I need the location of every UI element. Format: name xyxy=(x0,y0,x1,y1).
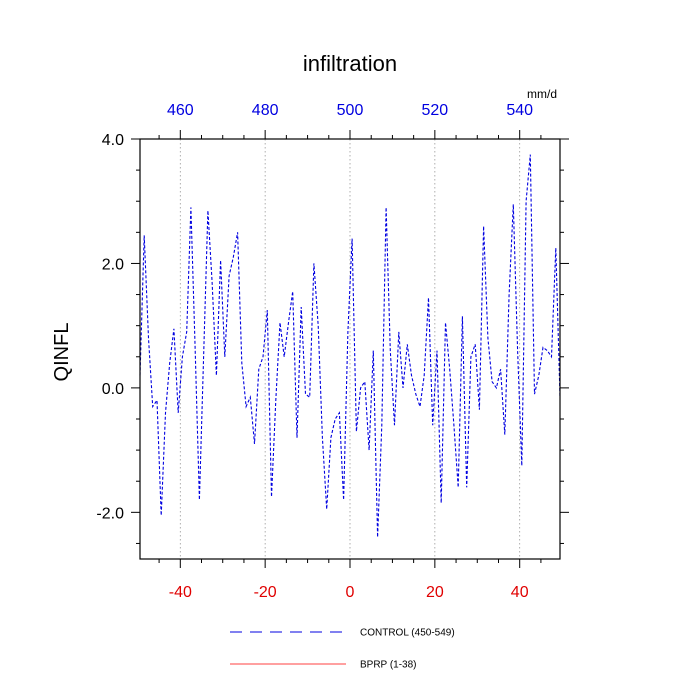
bottom-tick-label: -40 xyxy=(169,584,192,601)
chart-title: infiltration xyxy=(303,51,397,76)
top-tick-label: 460 xyxy=(167,102,194,119)
legend: CONTROL (450-549) BPRP (1-38) xyxy=(230,628,455,671)
y-tick-label: 2.0 xyxy=(102,256,124,273)
top-tick-label: 540 xyxy=(506,102,533,119)
bottom-tick-label: -20 xyxy=(254,584,277,601)
legend-label-0: CONTROL (450-549) xyxy=(360,628,455,639)
y-tick-label: 0.0 xyxy=(102,381,124,398)
top-tick-label: 480 xyxy=(252,102,279,119)
y-tick-label: -2.0 xyxy=(96,505,124,522)
bottom-tick-label: 40 xyxy=(511,584,529,601)
top-tick-label: 500 xyxy=(337,102,364,119)
bottom-tick-label: 0 xyxy=(346,584,355,601)
top-tick-label: 520 xyxy=(421,102,448,119)
tick-marks xyxy=(131,130,569,568)
grid-lines xyxy=(179,139,521,559)
tick-labels: -2.0 0.0 2.0 4.0 -40 -20 0 20 40 460 480 500 520 540 xyxy=(96,102,533,601)
units-label: mm/d xyxy=(527,87,557,101)
legend-label-1: BPRP (1-38) xyxy=(360,660,417,671)
bottom-tick-label: 20 xyxy=(426,584,444,601)
y-tick-label: 4.0 xyxy=(102,132,124,149)
y-axis-label: QINFL xyxy=(51,323,73,382)
